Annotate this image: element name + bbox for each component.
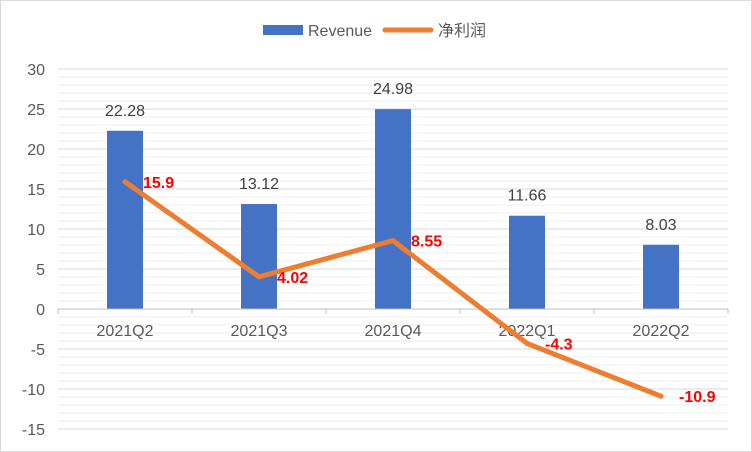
revenue-data-label: 22.28 xyxy=(105,103,145,120)
net-profit-point xyxy=(256,274,262,280)
revenue-bars xyxy=(107,109,679,309)
y-tick-label: -15 xyxy=(22,422,45,439)
x-category-label: 2021Q2 xyxy=(97,323,154,340)
y-tick-label: -5 xyxy=(31,342,45,359)
net-profit-point xyxy=(524,340,530,346)
y-tick-label: 30 xyxy=(27,62,45,79)
x-category-label: 2021Q4 xyxy=(365,323,422,340)
y-tick-label: 25 xyxy=(27,102,45,119)
net-profit-data-label: 15.9 xyxy=(143,175,174,192)
y-tick-label: 20 xyxy=(27,142,45,159)
legend-label-revenue: Revenue xyxy=(308,23,372,40)
revenue-data-label: 13.12 xyxy=(239,176,279,193)
y-tick-label: 15 xyxy=(27,182,45,199)
legend: Revenue 净利润 xyxy=(263,22,486,40)
legend-label-net-profit: 净利润 xyxy=(438,22,486,40)
revenue-data-label: 24.98 xyxy=(373,81,413,98)
revenue-bar xyxy=(375,109,411,309)
net-profit-point xyxy=(658,393,664,399)
revenue-bar xyxy=(241,204,277,309)
x-category-label: 2021Q3 xyxy=(231,323,288,340)
revenue-data-label: 8.03 xyxy=(645,217,676,234)
net-profit-data-label: 4.02 xyxy=(277,270,308,287)
net-profit-point xyxy=(390,238,396,244)
revenue-bar xyxy=(509,215,545,309)
net-profit-data-label: -4.3 xyxy=(545,336,573,353)
net-profit-data-label: 8.55 xyxy=(411,234,442,251)
legend-swatch-revenue xyxy=(263,25,303,35)
net-profit-data-label: -10.9 xyxy=(679,389,716,406)
revenue-data-label: 11.66 xyxy=(508,188,547,205)
revenue-bar xyxy=(107,130,143,309)
revenue-bar xyxy=(643,244,679,309)
axes: 30 25 20 15 10 5 0 -5 -10 -15 2021Q2 2021Q3 2021Q4 20… xyxy=(22,62,729,439)
x-category-label: 2022Q1 xyxy=(499,323,556,340)
y-tick-label: 10 xyxy=(27,222,45,239)
net-profit-point xyxy=(122,179,128,185)
y-tick-label: 5 xyxy=(36,262,45,279)
x-category-label: 2022Q2 xyxy=(633,323,690,340)
y-tick-label: -10 xyxy=(22,382,45,399)
data-labels: 22.28 13.12 24.98 11.66 8.03 15.9 4.02 8.55 -4.3… xyxy=(105,81,716,406)
net-profit-line xyxy=(122,179,664,399)
y-tick-label: 0 xyxy=(36,302,45,319)
